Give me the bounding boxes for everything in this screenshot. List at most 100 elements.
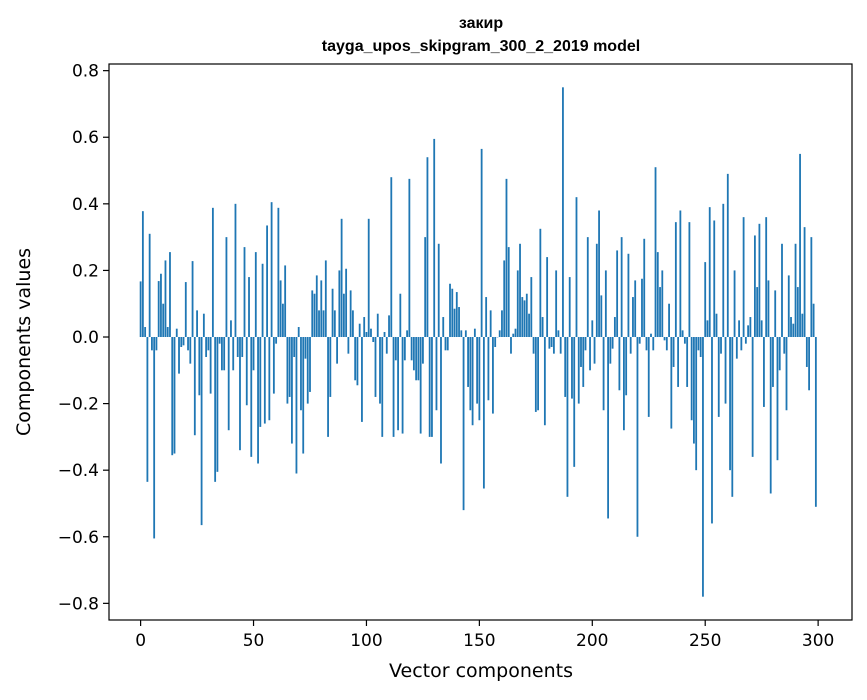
bar (449, 284, 451, 337)
bar (445, 337, 447, 350)
bar (431, 337, 433, 437)
bar (713, 220, 715, 337)
bar (729, 337, 731, 470)
bar (503, 260, 505, 337)
bar (716, 314, 718, 337)
bar (268, 337, 270, 420)
bar (720, 337, 722, 354)
bar (506, 179, 508, 337)
bar (664, 337, 666, 340)
bar (219, 337, 221, 344)
bar (621, 237, 623, 337)
bar (293, 337, 295, 357)
bar (634, 280, 636, 337)
bar (783, 337, 785, 354)
bar (291, 337, 293, 444)
bar (402, 337, 404, 434)
bar (250, 337, 252, 457)
bar (609, 337, 611, 364)
bar (618, 337, 620, 390)
bar (551, 337, 553, 347)
x-tick-label: 100 (350, 631, 382, 651)
bar (300, 337, 302, 410)
bar (442, 317, 444, 337)
bar (485, 297, 487, 337)
bar (271, 202, 273, 337)
y-tick-label: 0.8 (72, 62, 99, 82)
bar (144, 327, 146, 337)
bar (768, 280, 770, 337)
bar (736, 337, 738, 359)
bar (553, 337, 555, 354)
bar (153, 337, 155, 538)
bar (370, 329, 372, 337)
bar (289, 337, 291, 397)
bar (759, 224, 761, 337)
bar (646, 337, 648, 350)
bar (806, 337, 808, 367)
bar (533, 337, 535, 354)
bar (637, 337, 639, 537)
bar (314, 294, 316, 337)
bar (375, 337, 377, 397)
bar (379, 337, 381, 404)
bar (517, 270, 519, 337)
bar (156, 337, 158, 350)
bar (539, 229, 541, 337)
chart-title-line1: закир (459, 15, 503, 32)
bar (743, 217, 745, 337)
bar (808, 337, 810, 390)
bar (160, 274, 162, 337)
bar (792, 324, 794, 337)
bar (329, 337, 331, 397)
bar (463, 337, 465, 510)
y-tick-label: −0.2 (58, 395, 99, 415)
bar (711, 337, 713, 523)
bar (580, 337, 582, 367)
bar (187, 337, 189, 350)
bar (327, 337, 329, 437)
bar (413, 337, 415, 370)
bar (546, 257, 548, 337)
bar (499, 330, 501, 337)
bar (429, 337, 431, 437)
x-tick-label: 50 (243, 631, 265, 651)
bar (332, 289, 334, 337)
bar (614, 317, 616, 337)
bar (158, 281, 160, 337)
bar (655, 167, 657, 337)
bar (343, 294, 345, 337)
bar (589, 337, 591, 370)
bar (361, 337, 363, 422)
bar (433, 139, 435, 337)
bar (790, 317, 792, 337)
bar (686, 337, 688, 387)
bar (657, 252, 659, 337)
bar (451, 289, 453, 337)
bar (815, 337, 817, 507)
bar (483, 337, 485, 488)
bar (210, 337, 212, 394)
bar (797, 287, 799, 337)
bar (174, 337, 176, 454)
bar (535, 337, 537, 412)
bar (799, 154, 801, 337)
bar (347, 337, 349, 354)
bar (305, 337, 307, 359)
bar (673, 337, 675, 367)
bar (275, 337, 277, 344)
bar (804, 227, 806, 337)
bar (228, 337, 230, 430)
bar (417, 337, 419, 380)
bar (460, 330, 462, 337)
bar (576, 197, 578, 337)
bar (478, 337, 480, 420)
bar (481, 149, 483, 337)
bar (350, 290, 352, 337)
bar (296, 337, 298, 474)
bar (591, 320, 593, 337)
bar (338, 270, 340, 337)
bar (684, 337, 686, 344)
bar (501, 310, 503, 337)
bar (372, 337, 374, 342)
